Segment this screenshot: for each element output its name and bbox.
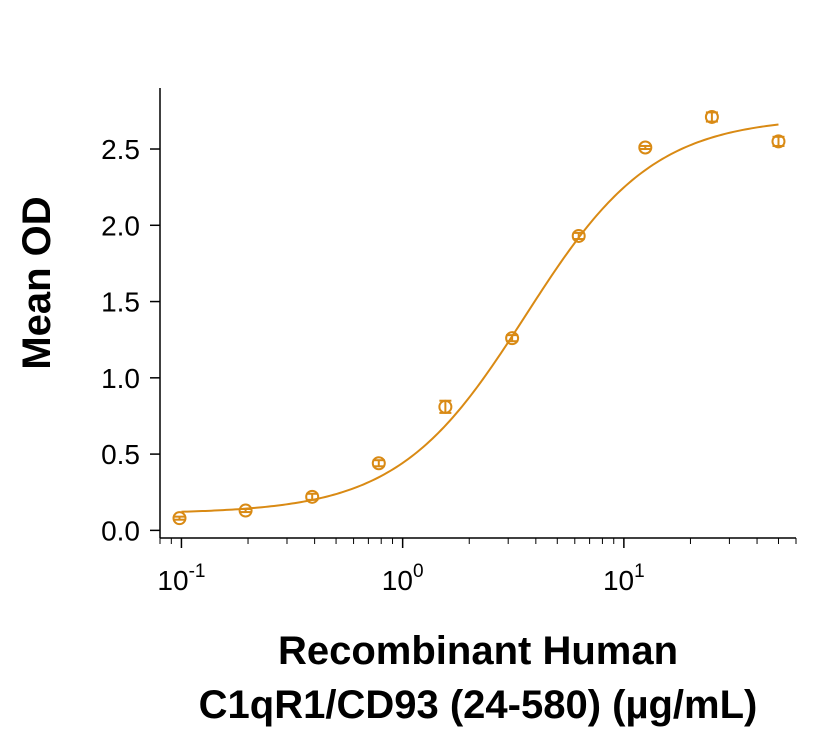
data-point [571,228,586,243]
x-tick-label: 10-1 [157,561,205,596]
data-points [172,109,786,526]
data-point [438,399,453,414]
fit-curve [181,123,779,513]
y-tick-label: 1.5 [101,287,140,318]
y-tick-label: 2.0 [101,210,140,241]
data-point [638,140,653,155]
data-point [305,489,320,504]
data-point [704,109,719,124]
data-point [771,134,786,149]
data-point [505,331,520,346]
data-point [172,511,187,526]
axis-titles: Mean OD Recombinant Human C1qR1/CD93 (24… [15,196,757,727]
y-tick-label: 0.5 [101,439,140,470]
data-point [238,503,253,518]
y-axis-title: Mean OD [15,196,59,369]
axes [159,88,796,539]
y-tick-label: 0.0 [101,515,140,546]
data-point [371,456,386,471]
x-tick-label: 101 [603,561,645,596]
y-tick-label: 1.0 [101,363,140,394]
fit-curve-group [181,123,779,513]
y-tick-label: 2.5 [101,134,140,165]
x-axis-title-line-2: C1qR1/CD93 (24-580) (µg/mL) [199,683,758,727]
x-tick-label: 100 [382,561,424,596]
x-axis-title-line-1: Recombinant Human [278,629,678,673]
ticks: 0.0 0.5 1.0 1.5 2.0 2.5 10-1 100 101 [101,134,797,596]
